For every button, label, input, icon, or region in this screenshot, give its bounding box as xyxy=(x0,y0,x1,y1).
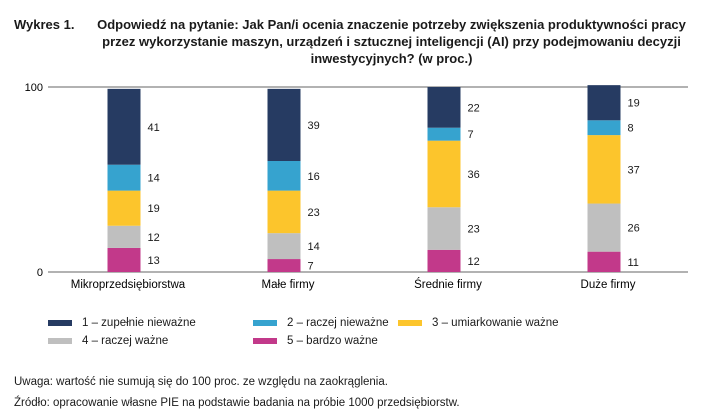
legend-swatch xyxy=(398,320,422,326)
bar-segment xyxy=(267,161,301,191)
bar-segment xyxy=(107,190,141,226)
bar-segment xyxy=(107,164,141,191)
bar-segment xyxy=(107,247,141,272)
legend-label: 2 – raczej nieważne xyxy=(287,317,389,329)
legend-swatch xyxy=(48,338,72,344)
bar-segment xyxy=(107,88,141,165)
bar-segment xyxy=(107,225,141,248)
data-label: 8 xyxy=(628,123,634,135)
legend-item: 4 – raczej ważne xyxy=(48,335,253,347)
chart-title: Odpowiedź na pytanie: Jak Pan/i ocenia z… xyxy=(97,17,686,66)
bar-segment xyxy=(427,87,461,128)
bar-segment xyxy=(587,85,621,121)
chart-legend: 1 – zupełnie nieważne 2 – raczej nieważne… xyxy=(48,317,688,347)
data-label: 7 xyxy=(468,129,474,141)
x-tick-label: Mikroprzedsiębiorstwa xyxy=(71,279,186,291)
legend-swatch xyxy=(253,338,277,344)
data-label: 16 xyxy=(308,171,320,183)
data-label: 41 xyxy=(148,122,160,134)
figure-number: Wykres 1. xyxy=(14,17,75,32)
source-text: Źródło: opracowanie własne PIE na podsta… xyxy=(14,397,460,409)
y-tick-label: 0 xyxy=(37,267,43,279)
data-label: 7 xyxy=(308,261,314,273)
legend-label: 3 – umiarkowanie ważne xyxy=(432,317,559,329)
note-text: Uwaga: wartość nie sumują się do 100 pro… xyxy=(14,376,388,388)
data-label: 11 xyxy=(628,257,639,269)
data-label: 19 xyxy=(148,203,160,215)
bar-segment xyxy=(427,140,461,208)
data-label: 39 xyxy=(308,120,320,132)
bar-segment xyxy=(267,88,301,161)
legend-label: 4 – raczej ważne xyxy=(82,335,169,347)
stacked-bar-chart: 100 0 13 12 19 14 41 Mikroprzedsiębiorstwa 7 14 23… xyxy=(25,82,688,291)
legend-item: 2 – raczej nieważne xyxy=(253,317,398,329)
bar-segment xyxy=(427,127,461,141)
data-label: 14 xyxy=(148,173,160,185)
x-tick-label: Małe firmy xyxy=(261,279,314,291)
data-label: 23 xyxy=(308,207,320,219)
bar-segment xyxy=(587,203,621,252)
legend-item: 5 – bardzo ważne xyxy=(253,335,398,347)
data-label: 12 xyxy=(148,232,160,244)
data-label: 23 xyxy=(468,224,480,236)
legend-item: 3 – umiarkowanie ważne xyxy=(398,317,638,329)
bar-segment xyxy=(267,190,301,234)
legend-label: 1 – zupełnie nieważne xyxy=(82,317,196,329)
bar-segment xyxy=(427,207,461,250)
y-tick-label: 100 xyxy=(25,82,43,94)
data-label: 26 xyxy=(628,223,640,235)
bar-segment xyxy=(587,120,621,136)
legend-label: 5 – bardzo ważne xyxy=(287,335,378,347)
data-label: 22 xyxy=(468,102,480,114)
data-label: 14 xyxy=(308,241,320,253)
data-label: 13 xyxy=(148,255,160,267)
data-label: 12 xyxy=(468,256,480,268)
data-label: 36 xyxy=(468,169,480,181)
bar-segment xyxy=(267,233,301,260)
legend-swatch xyxy=(48,320,72,326)
x-tick-label: Średnie firmy xyxy=(414,278,482,291)
bar-segment xyxy=(427,249,461,272)
data-label: 37 xyxy=(628,164,640,176)
data-label: 19 xyxy=(628,98,640,110)
bar-segment xyxy=(267,259,301,272)
bar-segment xyxy=(587,135,621,204)
legend-item: 1 – zupełnie nieważne xyxy=(48,317,253,329)
legend-swatch xyxy=(253,320,277,326)
x-tick-label: Duże firmy xyxy=(581,279,636,291)
chart-title-block: Wykres 1. Odpowiedź na pytanie: Jak Pan/… xyxy=(14,16,704,67)
bar-segment xyxy=(587,251,621,272)
